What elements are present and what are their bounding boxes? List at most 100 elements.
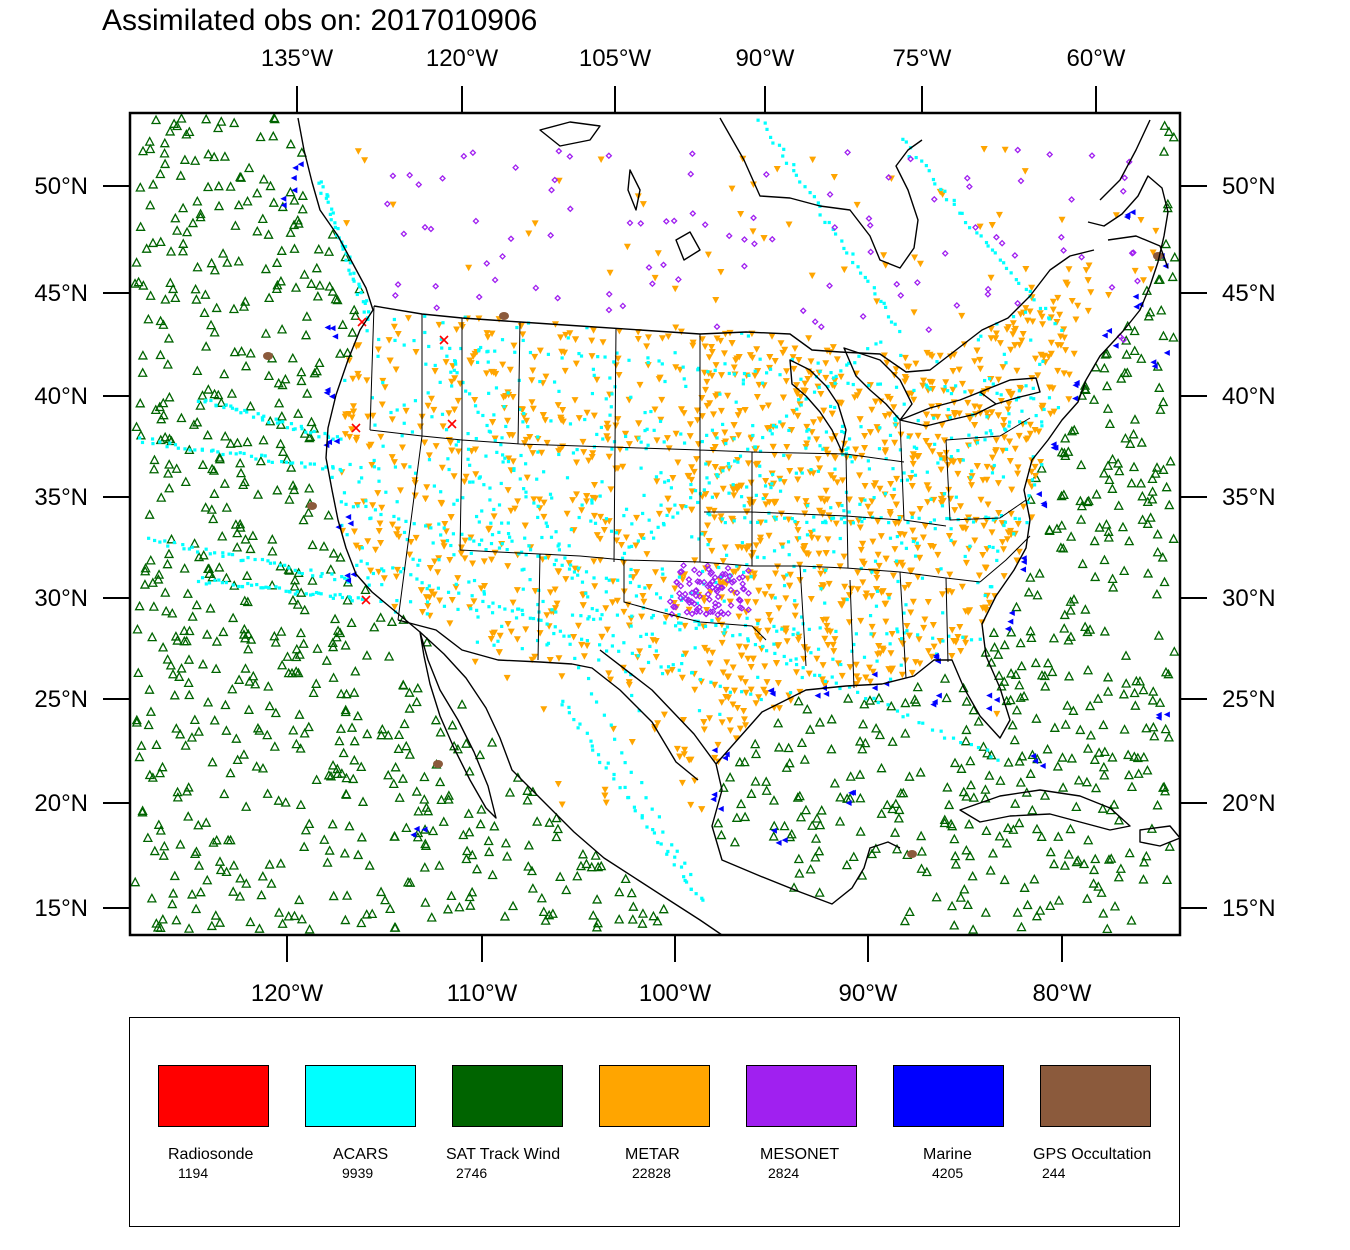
sat-wind-marker: [1025, 572, 1036, 582]
sat-wind-marker: [1118, 688, 1129, 699]
acars-marker: [409, 573, 413, 577]
sat-wind-marker: [1045, 900, 1056, 911]
metar-marker: [964, 399, 972, 407]
lat-label-right: 50°N: [1222, 173, 1276, 200]
metar-marker: [705, 537, 713, 545]
metar-marker: [737, 211, 745, 218]
sat-wind-marker: [255, 131, 266, 142]
metar-marker: [601, 786, 609, 794]
acars-marker: [512, 467, 516, 471]
acars-marker: [612, 772, 616, 777]
acars-marker: [949, 527, 953, 531]
metar-marker: [775, 705, 783, 712]
acars-marker: [1031, 455, 1035, 459]
sat-wind-marker: [219, 368, 230, 379]
observation-map[interactable]: 135°W 120°W 105°W 90°W 75°W 60°W 120°W 1…: [0, 0, 1350, 1010]
sat-wind-marker: [277, 446, 289, 456]
metar-marker: [1028, 284, 1036, 292]
metar-marker: [841, 583, 849, 591]
acars-marker: [598, 494, 602, 498]
mesonet-marker: [707, 570, 715, 578]
lon-label-top: 75°W: [893, 45, 952, 72]
sat-wind-marker: [245, 543, 256, 554]
acars-marker: [905, 478, 910, 482]
sat-wind-marker: [1119, 724, 1130, 734]
metar-marker: [825, 580, 833, 588]
metar-marker: [744, 460, 752, 467]
sat-wind-marker: [235, 518, 246, 529]
sat-wind-marker: [1143, 310, 1154, 321]
sat-wind-marker: [523, 840, 535, 850]
acars-marker: [246, 556, 250, 560]
sat-wind-marker: [467, 886, 478, 897]
sat-wind-marker: [761, 776, 772, 786]
sat-wind-marker: [1130, 700, 1141, 710]
sat-wind-marker: [195, 886, 206, 897]
sat-wind-marker: [222, 257, 233, 267]
metar-marker: [1005, 388, 1013, 396]
sat-wind-marker: [130, 278, 141, 288]
sat-wind-marker: [283, 910, 294, 921]
metar-marker: [1084, 277, 1092, 284]
legend-swatch: [158, 1065, 269, 1127]
acars-marker: [309, 568, 313, 572]
metar-marker: [653, 437, 661, 444]
lat-label-left: 50°N: [34, 173, 88, 200]
metar-marker: [820, 407, 828, 415]
sat-wind-marker: [207, 463, 218, 474]
acars-marker: [886, 703, 890, 707]
lat-label-right: 40°N: [1222, 383, 1276, 410]
sat-wind-marker: [814, 887, 825, 897]
acars-marker: [915, 541, 919, 545]
metar-marker: [753, 394, 761, 401]
acars-marker: [471, 480, 475, 484]
acars-marker: [894, 559, 899, 563]
lat-label-left: 25°N: [34, 686, 88, 713]
acars-marker: [765, 371, 769, 375]
sat-wind-marker: [342, 347, 353, 357]
metar-marker: [528, 377, 536, 384]
marine-marker: [347, 520, 354, 527]
metar-marker: [745, 543, 753, 550]
sat-wind-marker: [199, 307, 210, 318]
sat-wind-marker: [1089, 535, 1100, 546]
acars-marker: [722, 631, 726, 635]
metar-marker: [503, 674, 511, 682]
metar-marker: [615, 328, 623, 335]
metar-marker: [355, 374, 363, 381]
metar-marker: [831, 636, 839, 643]
sat-wind-marker: [502, 851, 513, 861]
acars-marker: [689, 496, 693, 500]
metar-marker: [910, 309, 918, 316]
acars-marker: [602, 713, 606, 717]
sat-wind-marker: [299, 604, 310, 615]
sat-wind-marker: [152, 922, 164, 932]
sat-wind-marker: [873, 692, 884, 703]
metar-marker: [454, 575, 462, 582]
metar-marker: [540, 706, 548, 713]
acars-marker: [879, 299, 883, 304]
sat-wind-marker: [349, 754, 360, 765]
acars-marker: [1002, 261, 1006, 265]
acars-marker: [577, 351, 581, 356]
sat-wind-marker: [1102, 671, 1114, 682]
metar-marker: [925, 648, 933, 655]
metar-marker: [601, 792, 609, 800]
metar-marker: [713, 492, 721, 500]
metar-marker: [504, 563, 512, 570]
acars-marker: [718, 712, 722, 716]
sat-wind-marker: [768, 795, 780, 805]
metar-marker: [939, 191, 947, 198]
acars-marker: [891, 467, 895, 471]
metar-marker: [1019, 331, 1027, 338]
acars-marker: [816, 647, 821, 651]
acars-marker: [467, 580, 471, 584]
sat-wind-marker: [252, 489, 264, 499]
acars-marker: [195, 550, 200, 554]
sat-wind-marker: [1059, 860, 1070, 870]
acars-marker: [270, 460, 274, 464]
acars-marker: [984, 240, 989, 245]
sat-wind-marker: [200, 502, 211, 512]
acars-marker: [689, 482, 693, 487]
metar-marker: [801, 543, 809, 550]
